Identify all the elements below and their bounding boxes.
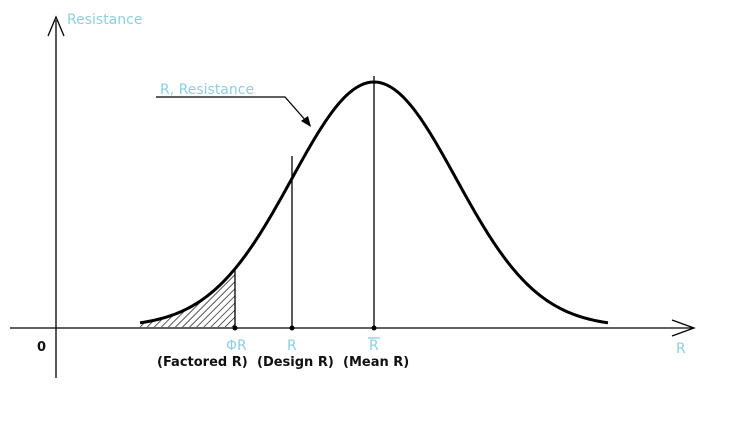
mean-r-point [371,325,377,331]
curve-label: R, Resistance [160,82,254,98]
lower-tail-hatched-area [140,268,235,327]
mean-r-symbol: R [369,338,379,354]
design-r-caption: (Design R) [257,355,334,370]
x-axis-label: R [676,341,686,357]
design-r-point [289,325,295,331]
factored-r-caption: (Factored R) [157,355,248,370]
design-r-symbol: R [287,338,297,354]
origin-label: 0 [37,340,46,355]
x-axis-arrow [671,319,696,337]
curve-label-leader-arrowhead [301,116,311,127]
factored-r-symbol: ΦR [226,338,247,354]
factored-r-point [232,325,238,331]
y-axis-arrow [47,15,65,37]
y-axis-label: Resistance [67,12,142,28]
curve-label-leader [156,96,308,123]
mean-r-caption: (Mean R) [343,355,409,370]
